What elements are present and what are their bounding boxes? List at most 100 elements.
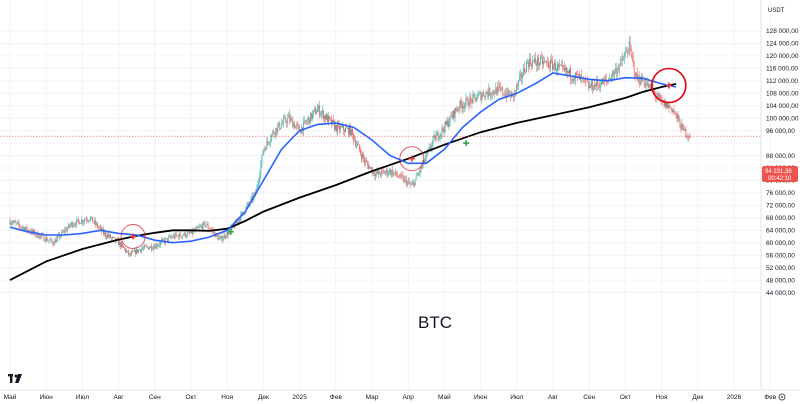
candle-body	[645, 83, 647, 87]
candle-body	[209, 229, 211, 230]
candle-body	[39, 235, 41, 239]
candle-body	[299, 126, 301, 132]
candle-body	[540, 56, 541, 64]
candle-body	[394, 171, 396, 174]
candle-body	[47, 240, 49, 242]
candle-body	[229, 228, 231, 232]
candle-body	[640, 76, 642, 85]
candle-body	[336, 125, 337, 132]
time-tick-label: 2026	[727, 394, 742, 401]
candle-body	[663, 100, 665, 107]
candle-body	[581, 75, 582, 79]
settings-icon[interactable]	[778, 393, 786, 401]
candle-body	[547, 61, 548, 63]
candle-body	[79, 220, 81, 225]
candle-body	[49, 240, 51, 241]
candle-body	[562, 64, 563, 66]
price-tick-label: 48 000,00	[766, 277, 795, 284]
candle-body	[266, 140, 268, 150]
candle-body	[454, 108, 456, 118]
candle-body	[158, 244, 160, 246]
candle-body	[520, 73, 522, 76]
candle-body	[207, 224, 209, 229]
candle-body	[448, 122, 450, 127]
candle-body	[136, 249, 137, 255]
candle-body	[513, 93, 515, 98]
candle-body	[129, 253, 130, 255]
candle-body	[131, 252, 132, 255]
candle-body	[109, 234, 110, 237]
candle-body	[32, 229, 34, 233]
candle-body	[460, 100, 462, 105]
candle-body	[295, 125, 297, 129]
time-tick-label: Авг	[114, 394, 125, 401]
time-tick-label: Сен	[583, 394, 595, 401]
candle-body	[389, 169, 391, 175]
candle-body	[175, 233, 177, 236]
candle-body	[110, 234, 111, 238]
candle-body	[639, 82, 641, 85]
candle-body	[306, 122, 308, 123]
candle-body	[355, 140, 356, 146]
candle-body	[387, 173, 389, 175]
candle-body	[157, 245, 159, 246]
candle-body	[325, 115, 326, 120]
candle-body	[661, 98, 663, 102]
candle-body	[617, 69, 619, 71]
candle-body	[376, 171, 378, 174]
candle-body	[487, 93, 489, 96]
candle-body	[312, 113, 313, 119]
time-axis[interactable]: Май Июн Июл Авг Сен Окт Ноя Дек 2025 Фев Мар Апр Май…	[4, 393, 777, 401]
candle-body	[228, 231, 230, 235]
candle-body	[26, 226, 28, 231]
price-axis[interactable]: 128 000,00 124 000,00 120 000,00 116 000,00…	[766, 28, 799, 297]
candle-body	[221, 236, 223, 241]
candle-body	[71, 222, 73, 225]
candle-body	[330, 117, 331, 119]
candle-body	[678, 115, 680, 121]
candle-body	[261, 155, 263, 165]
time-tick-label: Окт	[620, 394, 631, 401]
candle-body	[474, 94, 476, 98]
black-moving-average-line	[9, 83, 677, 281]
candle-body	[53, 243, 55, 245]
candle-body	[495, 87, 497, 94]
candle-body	[667, 103, 669, 108]
candle-body	[324, 115, 325, 120]
candle-body	[428, 147, 430, 150]
candle-body	[331, 118, 332, 125]
candle-body	[664, 101, 666, 107]
time-tick-label: Май	[4, 393, 17, 401]
candle-body	[74, 224, 76, 226]
candle-body	[150, 246, 151, 248]
candle-body	[44, 240, 46, 242]
candle-body	[25, 226, 27, 229]
candle-body	[689, 137, 691, 138]
candle-body	[391, 169, 393, 176]
candle-body	[340, 126, 341, 130]
candle-body	[484, 96, 486, 98]
candle-body	[132, 251, 133, 253]
candle-body	[370, 166, 371, 168]
candle-body	[463, 106, 465, 108]
candle-body	[672, 110, 674, 112]
currency-label[interactable]: USDT	[768, 8, 785, 14]
candle-body	[591, 81, 592, 88]
candle-body	[37, 232, 39, 238]
candle-body	[341, 126, 342, 127]
tradingview-logo-icon[interactable]	[8, 374, 22, 383]
candle-body	[75, 224, 77, 226]
candle-body	[226, 231, 228, 237]
candle-body	[201, 226, 203, 230]
candle-body	[285, 117, 287, 122]
candle-body	[559, 65, 560, 67]
candle-body	[424, 158, 426, 163]
candle-body	[483, 92, 485, 97]
candle-body	[200, 226, 202, 227]
candle-body	[353, 134, 354, 141]
candle-body	[539, 63, 540, 66]
candle-body	[273, 131, 275, 134]
candle-body	[238, 219, 240, 222]
candle-body	[436, 132, 438, 136]
